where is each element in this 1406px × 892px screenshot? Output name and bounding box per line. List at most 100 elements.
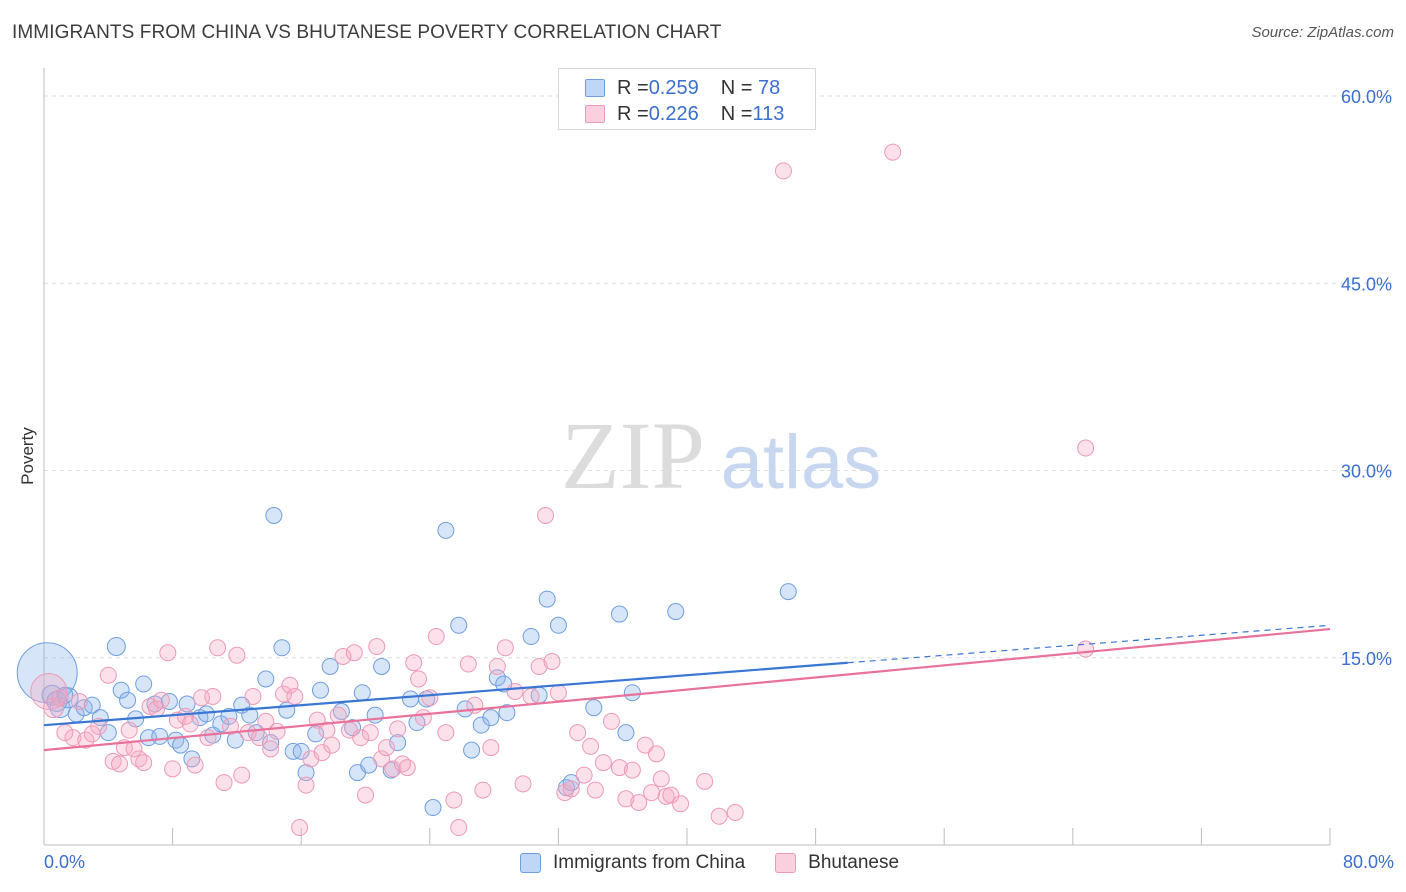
data-point <box>710 807 728 825</box>
legend-n-label: N = <box>720 102 753 125</box>
data-point <box>437 724 455 742</box>
data-point <box>405 654 423 672</box>
data-point <box>482 739 500 757</box>
data-point <box>463 741 481 759</box>
data-point <box>291 819 309 837</box>
data-point <box>602 712 620 730</box>
data-point <box>522 628 540 646</box>
data-point <box>64 729 82 747</box>
data-point <box>482 709 500 727</box>
data-point <box>286 687 304 705</box>
data-point <box>112 681 130 699</box>
data-point <box>696 772 714 790</box>
series-legend: Immigrants from China Bhutanese <box>520 852 929 874</box>
legend-n-value-china: 78 <box>752 76 781 99</box>
data-point <box>233 766 251 784</box>
data-point <box>30 672 68 710</box>
data-point <box>389 720 407 738</box>
trend-extension-blue <box>847 624 1331 664</box>
data-point <box>178 695 196 713</box>
y-axis-label: Poverty <box>18 427 37 485</box>
data-point <box>779 583 797 601</box>
data-point <box>164 760 182 778</box>
data-point <box>90 717 108 735</box>
data-point <box>498 704 516 722</box>
trend-lines <box>43 624 1331 752</box>
data-point <box>159 644 177 662</box>
axes <box>43 68 1331 846</box>
data-point <box>345 644 363 662</box>
data-point <box>373 750 391 768</box>
data-point <box>265 506 283 524</box>
data-point <box>373 657 391 675</box>
source-label: Source: ZipAtlas.com <box>1251 24 1394 41</box>
legend-r-value-china: 0.259 <box>648 76 699 99</box>
data-point <box>77 731 95 749</box>
data-point <box>543 652 561 670</box>
data-point <box>228 646 246 664</box>
data-point <box>120 721 138 739</box>
data-point <box>562 780 580 798</box>
data-point <box>99 666 117 684</box>
data-point <box>585 699 603 717</box>
data-point <box>421 689 439 707</box>
data-point <box>398 759 416 777</box>
data-point <box>357 786 374 804</box>
data-point <box>209 639 227 657</box>
data-point <box>167 731 185 749</box>
legend-swatch-china <box>520 853 541 873</box>
data-point <box>410 670 428 688</box>
data-point <box>257 670 275 688</box>
data-point <box>323 736 341 754</box>
data-point <box>321 657 339 675</box>
data-point <box>450 616 468 634</box>
trend-line-blue <box>43 661 848 727</box>
y-tick-label: 60.0% <box>1341 87 1392 107</box>
legend-n-label: N = <box>720 76 753 99</box>
data-point <box>106 637 126 657</box>
data-point <box>111 755 129 773</box>
data-point <box>530 657 548 675</box>
legend-item-china[interactable]: Immigrants from China <box>520 852 745 874</box>
data-point <box>186 756 204 774</box>
data-point <box>56 724 74 742</box>
data-point <box>594 754 612 772</box>
data-point <box>586 781 604 799</box>
legend-label-bhutanese: Bhutanese <box>808 852 900 873</box>
data-point <box>297 764 315 782</box>
legend-n-value-bhutanese: 113 <box>752 102 785 125</box>
data-point <box>368 638 386 656</box>
data-point <box>70 692 88 710</box>
data-point <box>623 684 641 702</box>
data-point <box>538 590 556 608</box>
legend-row-china: R = 0.259 N = 78 <box>585 77 780 99</box>
data-point <box>474 781 492 799</box>
data-point <box>562 774 580 792</box>
data-point <box>353 684 371 702</box>
x-tick-label-min: 0.0% <box>44 852 86 872</box>
legend-r-value-bhutanese: 0.226 <box>648 102 699 125</box>
data-point <box>437 521 455 539</box>
y-tick-label: 15.0% <box>1341 649 1392 669</box>
data-point <box>450 819 468 837</box>
data-point <box>667 603 685 621</box>
data-point <box>514 775 532 793</box>
legend-item-bhutanese[interactable]: Bhutanese <box>775 852 899 874</box>
legend-row-bhutanese: R = 0.226 N = 113 <box>585 103 784 125</box>
trend-line-pink <box>43 627 1331 752</box>
data-point <box>56 686 74 704</box>
data-point <box>610 605 628 623</box>
data-point <box>204 687 222 705</box>
watermark-atlas: atlas <box>721 420 882 505</box>
data-point <box>215 774 233 792</box>
legend-swatch-bhutanese <box>585 105 605 123</box>
data-point <box>424 799 442 817</box>
data-point <box>151 727 169 745</box>
data-point <box>366 706 384 724</box>
data-point <box>427 628 445 646</box>
data-point <box>135 754 153 772</box>
data-point <box>610 759 628 777</box>
data-point <box>275 685 293 703</box>
data-point <box>647 745 665 763</box>
